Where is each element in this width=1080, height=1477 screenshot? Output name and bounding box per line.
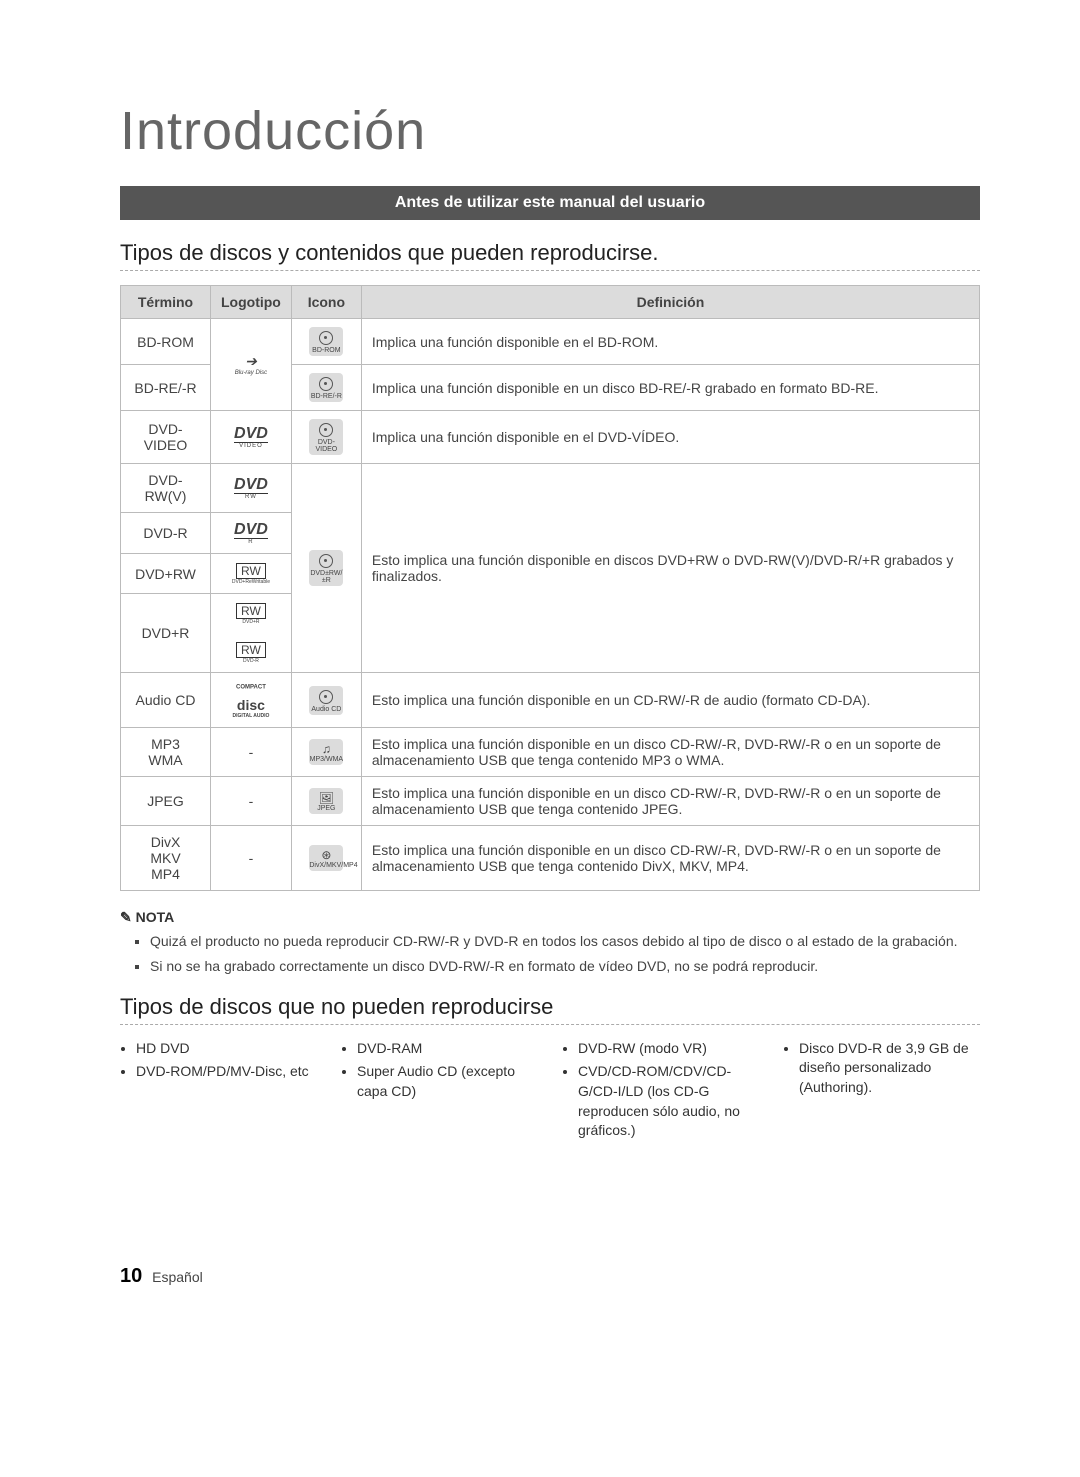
term-dvdprw: DVD+RW (121, 554, 211, 594)
def-dvdgroup: Esto implica una función disponible en d… (361, 464, 979, 673)
def-jpeg: Esto implica una función disponible en u… (361, 777, 979, 826)
def-mp3: Esto implica una función disponible en u… (361, 728, 979, 777)
page-number: 10 (120, 1265, 142, 1287)
note-item: Si no se ha grabado correctamente un dis… (150, 957, 980, 976)
icon-bdrom: BD-ROM (291, 319, 361, 365)
icon-dvdvideo: DVD-VIDEO (291, 411, 361, 464)
section-banner: Antes de utilizar este manual del usuari… (120, 186, 980, 220)
note-item: Quizá el producto no pueda reproducir CD… (150, 932, 980, 951)
logo-jpeg: - (211, 777, 292, 826)
section2-title: Tipos de discos que no pueden reproducir… (120, 994, 980, 1020)
th-def: Definición (361, 286, 979, 319)
logo-divx: - (211, 826, 292, 891)
logo-bluray: ➔Blu-ray Disc (211, 319, 292, 411)
logo-dvdr: DVDR (211, 513, 292, 554)
def-bdre: Implica una función disponible en un dis… (361, 365, 979, 411)
list-item: DVD-ROM/PD/MV-Disc, etc (136, 1062, 317, 1082)
th-term: Término (121, 286, 211, 319)
term-audiocd: Audio CD (121, 673, 211, 728)
page-footer: 10 Español (120, 1265, 980, 1288)
page-language: Español (152, 1269, 203, 1285)
logo-dvdprw: RWDVD+ReWritable (211, 554, 292, 594)
icon-divx: ⊛DivX/MKV/MP4 (291, 826, 361, 891)
disc-types-table: Término Logotipo Icono Definición BD-ROM… (120, 285, 980, 891)
def-divx: Esto implica una función disponible en u… (361, 826, 979, 891)
term-divx: DivX MKV MP4 (121, 826, 211, 891)
note-block: NOTA Quizá el producto no pueda reproduc… (120, 909, 980, 976)
icon-dvdgroup: DVD±RW/±R (291, 464, 361, 673)
list-item: DVD-RW (modo VR) (578, 1039, 759, 1059)
term-mp3: MP3 WMA (121, 728, 211, 777)
term-jpeg: JPEG (121, 777, 211, 826)
th-icon: Icono (291, 286, 361, 319)
icon-audiocd: Audio CD (291, 673, 361, 728)
list-item: CVD/CD-ROM/CDV/CD-G/CD-I/LD (los CD-G re… (578, 1062, 759, 1140)
cannot-play-columns: HD DVD DVD-ROM/PD/MV-Disc, etc DVD-RAM S… (120, 1039, 980, 1145)
list-item: Disco DVD-R de 3,9 GB de diseño personal… (799, 1039, 980, 1098)
th-logo: Logotipo (211, 286, 292, 319)
term-bdrom: BD-ROM (121, 319, 211, 365)
list-item: HD DVD (136, 1039, 317, 1059)
logo-dvdvideo: DVDVIDEO (211, 411, 292, 464)
term-dvdvideo: DVD-VIDEO (121, 411, 211, 464)
section1-title: Tipos de discos y contenidos que pueden … (120, 240, 980, 266)
logo-dvdrwv: DVDRW (211, 464, 292, 513)
def-dvdvideo: Implica una función disponible en el DVD… (361, 411, 979, 464)
logo-mp3: - (211, 728, 292, 777)
divider (120, 270, 980, 271)
term-dvdpr: DVD+R (121, 594, 211, 673)
logo-audiocd: COMPACTdiscDIGITAL AUDIO (211, 673, 292, 728)
def-bdrom: Implica una función disponible en el BD-… (361, 319, 979, 365)
icon-bdre: BD-RE/-R (291, 365, 361, 411)
page-title: Introducción (120, 100, 980, 162)
term-dvdrwv: DVD-RW(V) (121, 464, 211, 513)
term-bdre: BD-RE/-R (121, 365, 211, 411)
note-label: NOTA (120, 909, 174, 925)
list-item: DVD-RAM (357, 1039, 538, 1059)
list-item: Super Audio CD (excepto capa CD) (357, 1062, 538, 1101)
icon-mp3: ♫MP3/WMA (291, 728, 361, 777)
logo-dvdpr: RWDVD+R RWDVD-R (211, 594, 292, 673)
icon-jpeg: 🖼JPEG (291, 777, 361, 826)
divider (120, 1024, 980, 1025)
term-dvdr: DVD-R (121, 513, 211, 554)
def-audiocd: Esto implica una función disponible en u… (361, 673, 979, 728)
